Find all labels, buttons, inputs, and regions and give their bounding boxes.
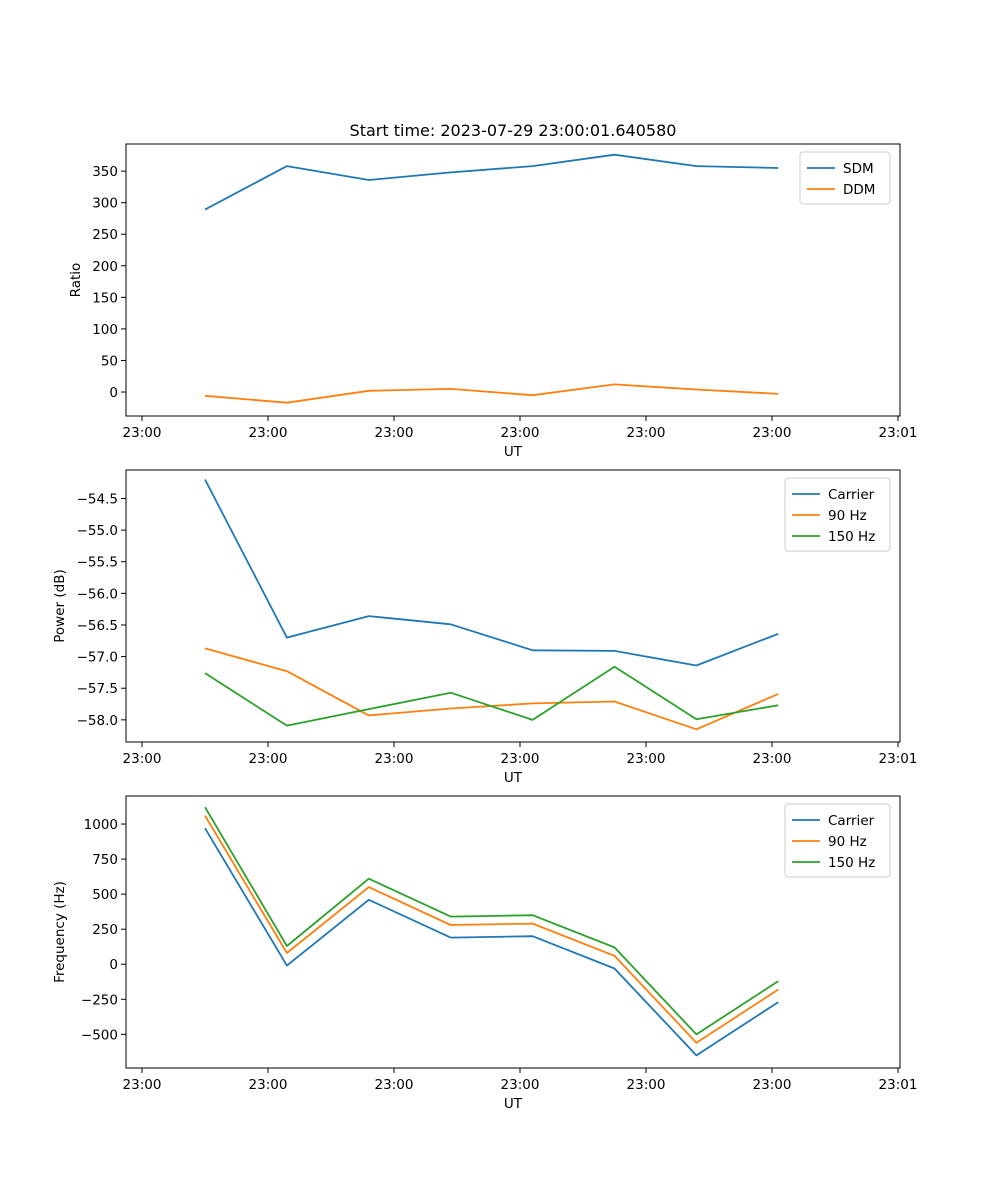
chart-2-ytick-label: −57.0 bbox=[77, 650, 118, 666]
chart-3-ylabel: Frequency (Hz) bbox=[52, 881, 68, 983]
chart-3-xtick-label: 23:00 bbox=[753, 1077, 792, 1093]
chart-1-ytick-label: 100 bbox=[92, 322, 118, 338]
chart-2-ytick-label: −55.5 bbox=[77, 555, 118, 571]
chart-1: Start time: 2023-07-29 23:00:01.640580 23… bbox=[68, 121, 917, 460]
chart-2-legend-box bbox=[784, 477, 891, 552]
chart-2-ylabel: Power (dB) bbox=[52, 569, 68, 642]
chart-1-ytick-label: 150 bbox=[92, 290, 118, 306]
chart-3-legend-label: 90 Hz bbox=[828, 834, 867, 850]
chart-3-series-90-hz-line bbox=[204, 815, 779, 1044]
chart-3-xtick-label: 23:00 bbox=[375, 1077, 414, 1093]
chart-3-ytick-label: 750 bbox=[92, 852, 118, 868]
chart-3-xlabel: UT bbox=[504, 1096, 523, 1112]
chart-1-legend-box bbox=[799, 151, 891, 205]
chart-3-series-150-hz-line bbox=[204, 806, 779, 1036]
chart-3-xtick-label: 23:01 bbox=[879, 1077, 918, 1093]
chart-1-xtick-label: 23:00 bbox=[753, 425, 792, 441]
chart-3: 23:00 23:00 23:00 23:00 23:00 23:00 23:01 −500 −… bbox=[52, 795, 918, 1112]
chart-2-xlabel: UT bbox=[504, 770, 523, 786]
chart-3-legend-label: 150 Hz bbox=[828, 855, 875, 871]
chart-3-legend: Carrier 90 Hz 150 Hz bbox=[784, 803, 891, 878]
chart-1-ytick-label: 200 bbox=[92, 259, 118, 275]
chart-3-ytick-label: −500 bbox=[81, 1027, 118, 1043]
chart-1-xtick-label: 23:00 bbox=[501, 425, 540, 441]
chart-2-xtick-label: 23:00 bbox=[249, 751, 288, 767]
chart-1-xlabel: UT bbox=[504, 444, 523, 460]
chart-1-ytick-label: 350 bbox=[92, 164, 118, 180]
chart-1-ytick-label: 300 bbox=[92, 196, 118, 212]
chart-2-legend-label: 90 Hz bbox=[828, 508, 867, 524]
chart-2-ytick-label: −58.0 bbox=[77, 713, 118, 729]
chart-3-legend-label: Carrier bbox=[828, 813, 875, 829]
chart-3-series-carrier-line bbox=[204, 827, 779, 1057]
chart-3-ytick-label: −250 bbox=[81, 992, 118, 1008]
chart-1-xtick-label: 23:00 bbox=[123, 425, 162, 441]
chart-2-ytick-label: −54.5 bbox=[77, 491, 118, 507]
chart-1-legend-label: DDM bbox=[843, 182, 875, 198]
chart-3-xtick-label: 23:00 bbox=[627, 1077, 666, 1093]
chart-2: 23:00 23:00 23:00 23:00 23:00 23:00 23:01 −58.0… bbox=[52, 469, 918, 786]
chart-1-xtick-label: 23:00 bbox=[249, 425, 288, 441]
chart-1-ytick-label: 250 bbox=[92, 227, 118, 243]
chart-3-xtick-label: 23:00 bbox=[249, 1077, 288, 1093]
chart-3-ytick-label: 1000 bbox=[84, 817, 118, 833]
chart-3-legend-box bbox=[784, 803, 891, 878]
chart-2-legend-label: 150 Hz bbox=[828, 529, 875, 545]
chart-3-ytick-label: 250 bbox=[92, 922, 118, 938]
chart-2-xtick-label: 23:00 bbox=[375, 751, 414, 767]
chart-1-plot-frame bbox=[125, 143, 901, 417]
chart-2-ytick-label: −55.0 bbox=[77, 523, 118, 539]
chart-1-series-ddm-line bbox=[204, 383, 779, 404]
chart-1-title: Start time: 2023-07-29 23:00:01.640580 bbox=[350, 121, 677, 140]
chart-3-xtick-label: 23:00 bbox=[501, 1077, 540, 1093]
chart-2-legend-label: Carrier bbox=[828, 487, 875, 503]
chart-2-xtick-label: 23:00 bbox=[753, 751, 792, 767]
chart-2-xtick-label: 23:00 bbox=[627, 751, 666, 767]
chart-1-ylabel: Ratio bbox=[68, 263, 84, 298]
chart-2-series-150-hz-line bbox=[204, 665, 779, 727]
chart-1-xtick-label: 23:01 bbox=[879, 425, 918, 441]
chart-3-ytick-label: 0 bbox=[109, 957, 118, 973]
chart-1-series-sdm-line bbox=[204, 153, 779, 211]
chart-1-ytick-label: 0 bbox=[109, 385, 118, 401]
chart-2-series-carrier-line bbox=[204, 479, 779, 667]
chart-1-xtick-label: 23:00 bbox=[375, 425, 414, 441]
chart-1-legend: SDM DDM bbox=[799, 151, 891, 205]
chart-1-xtick-label: 23:00 bbox=[627, 425, 666, 441]
chart-2-xtick-label: 23:00 bbox=[501, 751, 540, 767]
chart-2-xtick-label: 23:00 bbox=[123, 751, 162, 767]
chart-2-plot-frame bbox=[125, 469, 901, 743]
chart-2-ytick-label: −56.5 bbox=[77, 618, 118, 634]
chart-1-legend-label: SDM bbox=[843, 161, 874, 177]
chart-2-ytick-label: −56.0 bbox=[77, 586, 118, 602]
chart-1-ytick-label: 50 bbox=[101, 353, 118, 369]
chart-3-xtick-label: 23:00 bbox=[123, 1077, 162, 1093]
chart-3-plot-frame bbox=[125, 795, 901, 1069]
chart-2-legend: Carrier 90 Hz 150 Hz bbox=[784, 477, 891, 552]
chart-2-xtick-label: 23:01 bbox=[879, 751, 918, 767]
chart-3-ytick-label: 500 bbox=[92, 887, 118, 903]
chart-2-ytick-label: −57.5 bbox=[77, 681, 118, 697]
